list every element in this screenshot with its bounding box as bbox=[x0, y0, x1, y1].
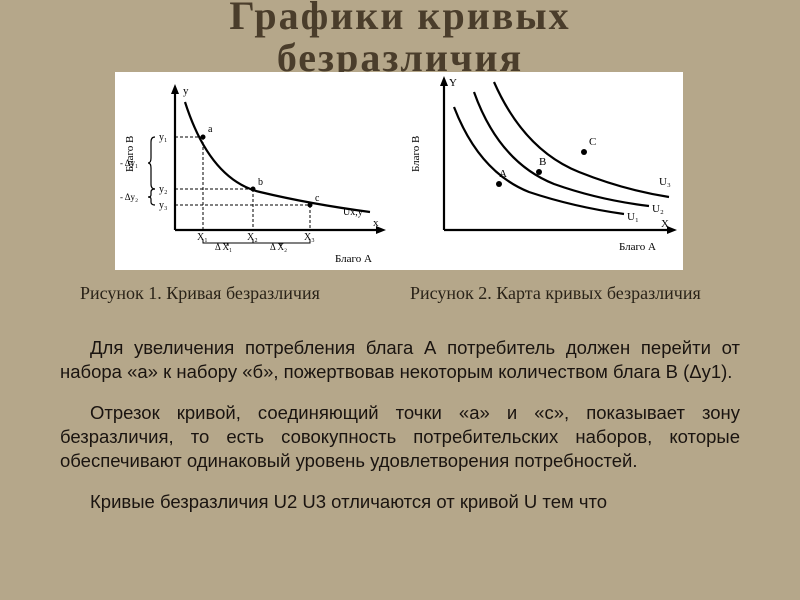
x-axis-letter-r: X bbox=[661, 218, 669, 230]
x3-tick: X₃ bbox=[304, 232, 315, 243]
dy2-label: - Δy₂ bbox=[120, 192, 138, 202]
u2-label: U₂ bbox=[652, 203, 664, 215]
x-axis-label-r: Благо А bbox=[619, 241, 656, 253]
captions-row: Рисунок 1. Кривая безразличия Рисунок 2.… bbox=[0, 282, 800, 305]
paragraph-1: Для увеличения потребления блага А потре… bbox=[60, 336, 740, 383]
chart-left: y x a b c y₁ y₂ y₃ X₁ X₂ X₃ - Δy₁ - Δy₂ … bbox=[115, 72, 399, 270]
y2-tick: y₂ bbox=[159, 184, 168, 195]
body-text: Для увеличения потребления блага А потре… bbox=[60, 336, 740, 532]
y-axis-letter-r: Y bbox=[449, 77, 457, 89]
curve-label: Uх,y bbox=[343, 207, 363, 218]
u1-label: U₁ bbox=[627, 211, 639, 223]
y-axis-label-r: Благо В bbox=[410, 136, 422, 172]
point-b-label: b bbox=[258, 177, 263, 188]
caption-right: Рисунок 2. Карта кривых безразличия bbox=[400, 282, 730, 305]
y-axis-letter: y bbox=[183, 85, 189, 97]
paragraph-2: Отрезок кривой, соединяющий точки «а» и … bbox=[60, 401, 740, 472]
point-C-label: C bbox=[589, 136, 596, 148]
caption-left: Рисунок 1. Кривая безразличия bbox=[70, 282, 400, 305]
point-c-label: c bbox=[315, 193, 320, 204]
paragraph-3-cutoff: Кривые безразличия U2 U3 отличаются от к… bbox=[60, 490, 740, 514]
y3-tick: y₃ bbox=[159, 200, 168, 211]
charts-panel: y x a b c y₁ y₂ y₃ X₁ X₂ X₃ - Δy₁ - Δy₂ … bbox=[115, 72, 683, 270]
chart-right: A B C U₁ U₂ U₃ Y X Благо А Благо В bbox=[399, 72, 683, 270]
x1-tick: X₁ bbox=[197, 232, 208, 243]
y-axis-label: Благо В bbox=[124, 136, 136, 172]
point-A-label: A bbox=[499, 168, 507, 180]
u3-label: U₃ bbox=[659, 176, 671, 188]
point-a-label: a bbox=[208, 124, 213, 135]
x-axis-label: Благо А bbox=[335, 253, 372, 265]
x2-tick: X₂ bbox=[247, 232, 258, 243]
x-axis-letter: x bbox=[373, 217, 379, 229]
y1-tick: y₁ bbox=[159, 132, 168, 143]
point-B-label: B bbox=[539, 156, 546, 168]
